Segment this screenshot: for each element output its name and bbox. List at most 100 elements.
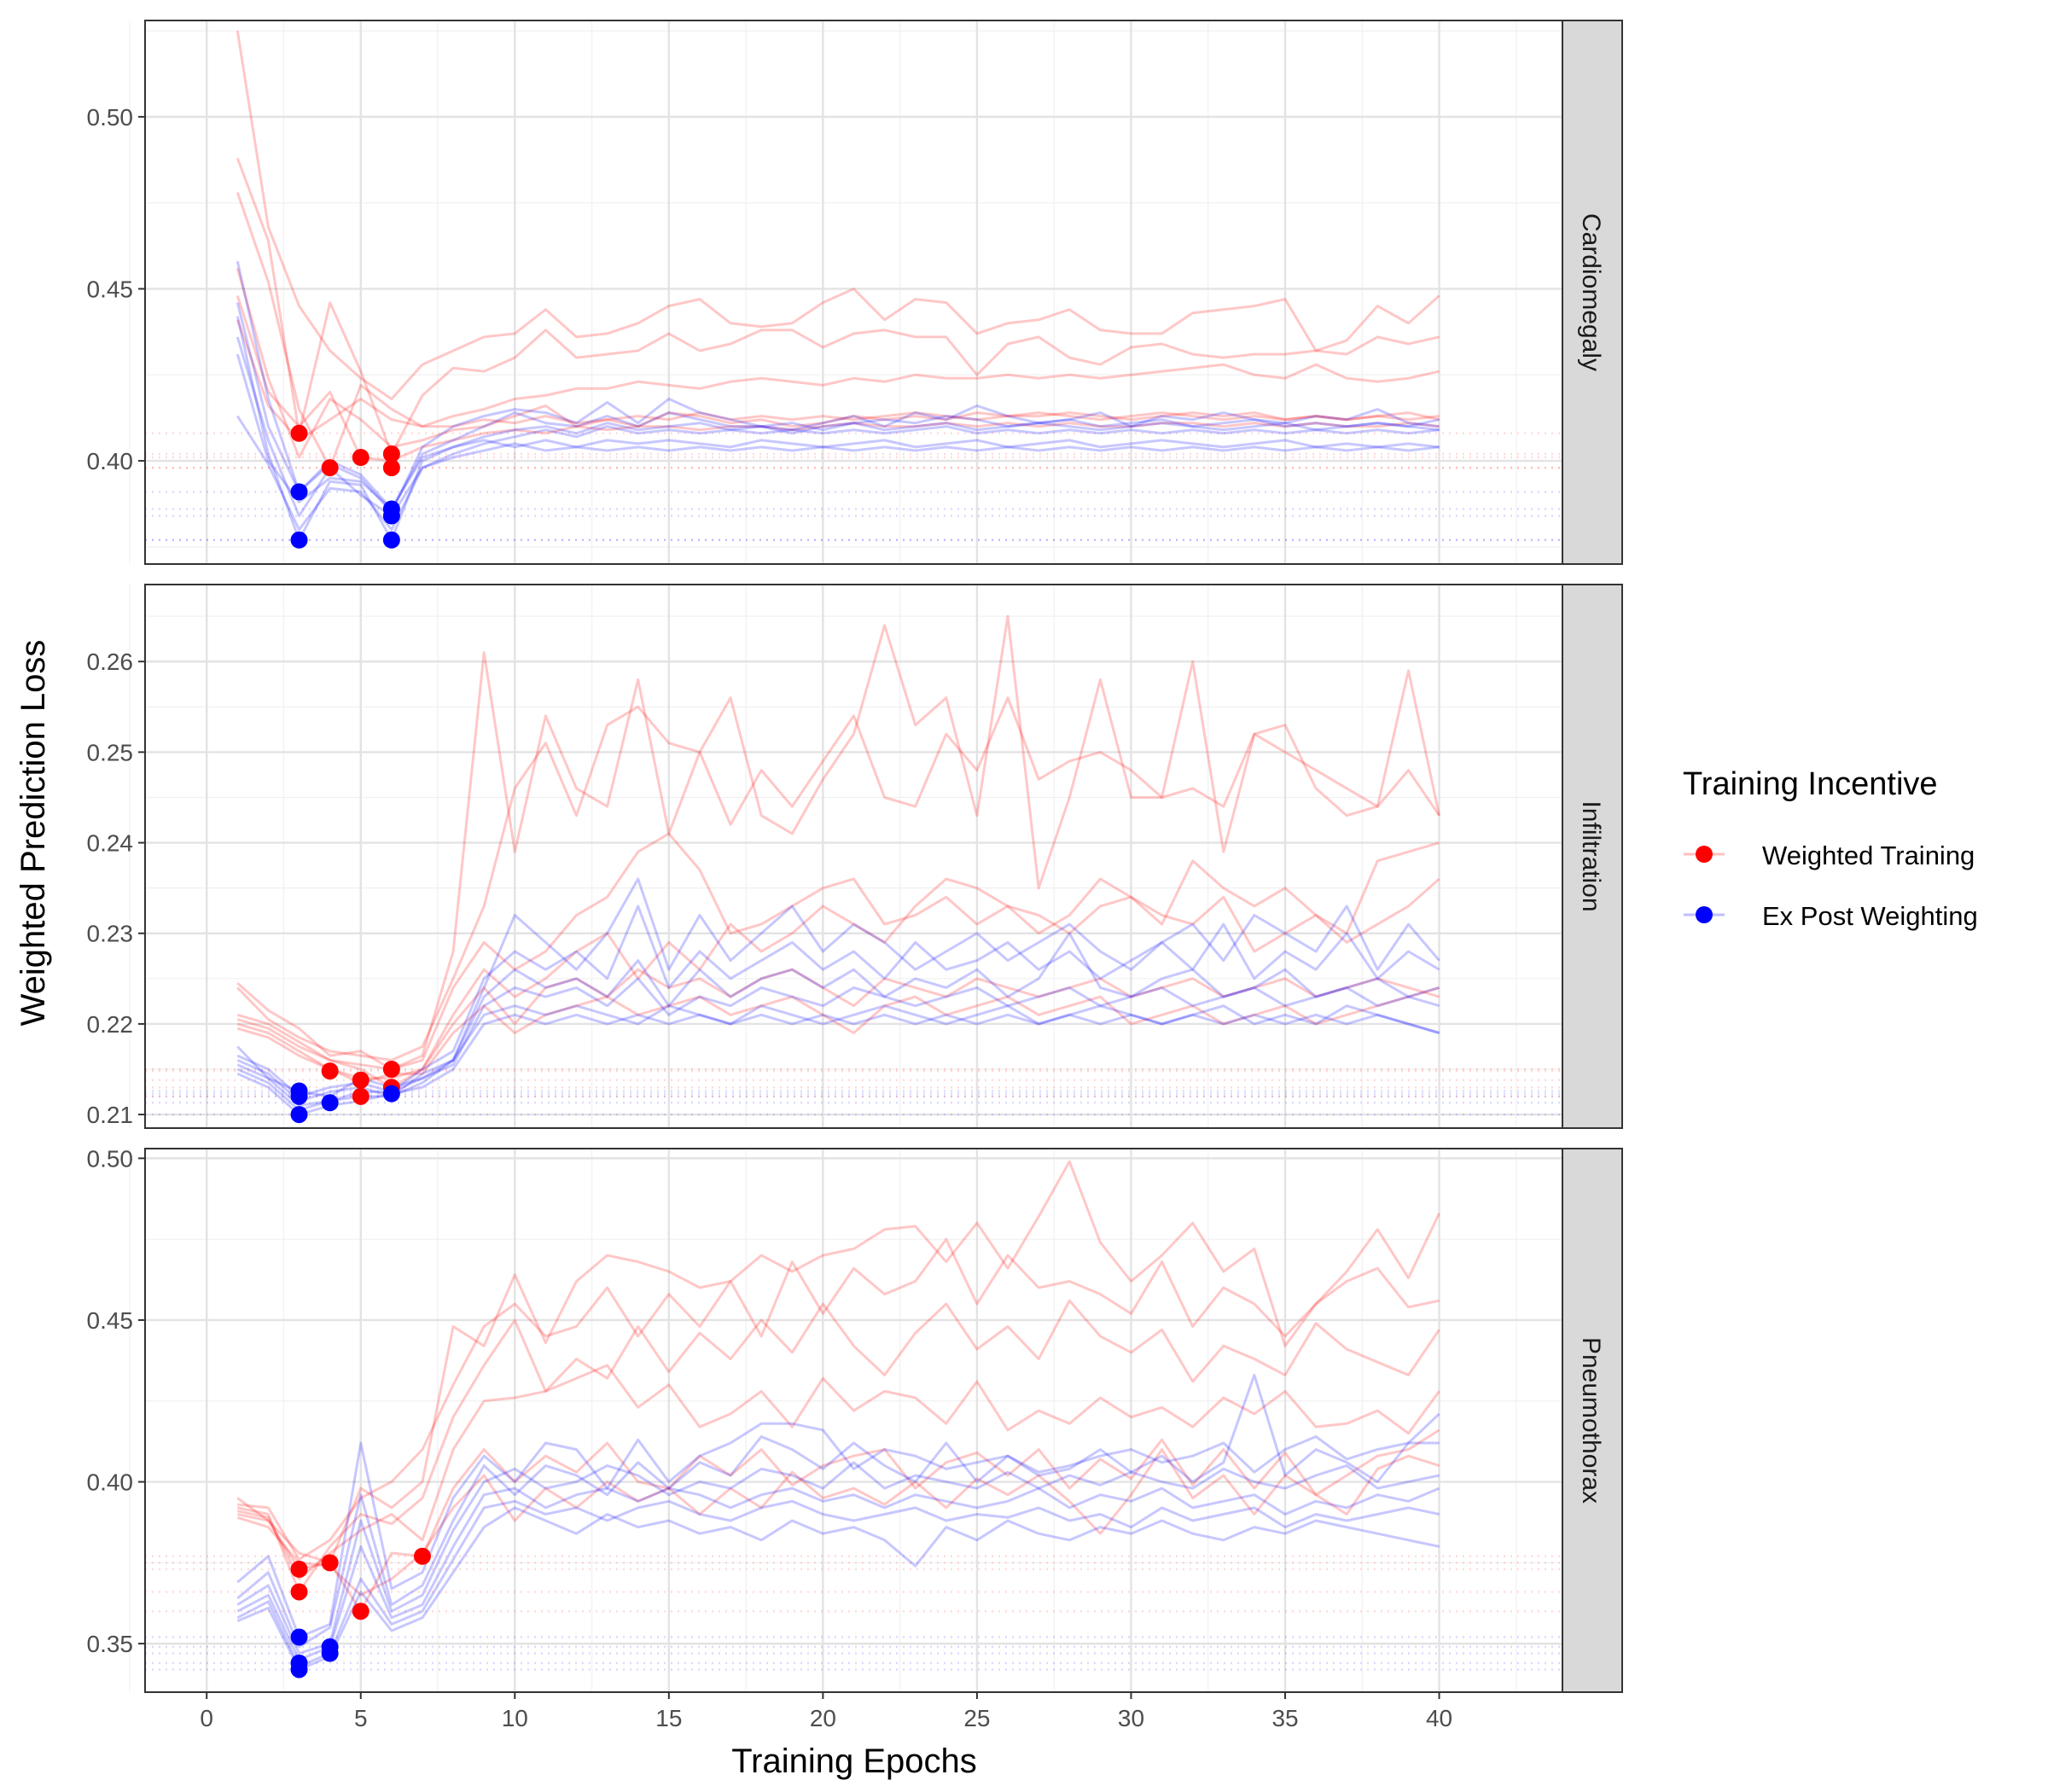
ex-post-weighting-min-point — [290, 531, 308, 549]
ex-post-weighting-min-point — [382, 531, 400, 549]
ex-post-weighting-line-5 — [236, 1004, 1440, 1112]
y-tick-label: 0.23 — [87, 921, 134, 947]
legend-key-weighted-training — [1684, 846, 1725, 863]
y-tick-label: 0.40 — [87, 448, 134, 474]
facet-strip — [1562, 584, 1623, 1129]
weighted-training-min-point — [352, 1087, 369, 1105]
y-axis-title: Weighted Prediction Loss — [15, 640, 52, 1027]
panel-background — [145, 20, 1562, 564]
weighted-training-line-3 — [236, 192, 1440, 469]
ex-post-weighting-line-2 — [236, 905, 1440, 1098]
legend-label-weighted-training: Weighted Training — [1762, 841, 1975, 870]
weighted-training-line-5 — [236, 968, 1440, 1080]
x-axis: 0 5 10 15 20 25 30 35 40 — [200, 1692, 1452, 1731]
panel-cardiomegaly: 0.40 0.45 0.50 Cardiomegaly — [87, 20, 1623, 565]
facet-strip-label: Cardiomegaly — [1577, 213, 1605, 371]
ex-post-weighting-line-4 — [236, 977, 1440, 1107]
ex-post-weighting-line-6 — [236, 1013, 1440, 1116]
y-tick-label: 0.40 — [87, 1469, 134, 1496]
weighted-training-line-3 — [236, 1299, 1440, 1593]
x-tick-label: 0 — [200, 1705, 213, 1731]
weighted-training-line-1 — [236, 614, 1441, 1071]
ex-post-weighting-min-point — [290, 1628, 308, 1646]
ex-post-weighting-line-5 — [236, 1499, 1440, 1668]
weighted-training-min-point — [321, 1554, 339, 1572]
legend-key-point — [1696, 906, 1713, 923]
x-axis-title: Training Epochs — [731, 1743, 977, 1780]
x-tick-label: 5 — [354, 1705, 368, 1731]
x-tick-label: 25 — [963, 1705, 990, 1731]
facet-panels: 0.40 0.45 0.50 Cardiomegaly 0.21 0.22 0.23 0.24… — [87, 20, 1623, 1693]
ex-post-weighting-min-point — [290, 1087, 308, 1105]
weighted-training-line-4 — [236, 877, 1440, 1089]
weighted-training-min-point — [290, 1560, 308, 1578]
ex-post-weighting-min-point — [321, 1094, 339, 1112]
weighted-training-line-6 — [236, 1448, 1440, 1597]
weighted-training-line-2 — [236, 696, 1440, 1062]
weighted-training-min-point — [290, 1583, 308, 1601]
legend-title: Training Incentive — [1683, 766, 1938, 802]
y-tick-label: 0.24 — [87, 830, 134, 857]
weighted-training-min-point — [382, 459, 400, 477]
ex-post-weighting-min-point — [290, 1106, 308, 1124]
weighted-training-line-3 — [236, 832, 1440, 1071]
ex-post-weighting-line-3 — [236, 316, 1440, 542]
ex-post-weighting-line-4 — [236, 336, 1440, 518]
ex-post-weighting-line-1 — [236, 260, 1440, 514]
facet-strip-label: Infiltration — [1577, 800, 1605, 911]
y-tick-label: 0.26 — [87, 649, 134, 675]
ex-post-weighting-line-3 — [236, 932, 1440, 1103]
weighted-training-line-2 — [236, 157, 1440, 456]
ex-post-weighting-line-3 — [236, 1461, 1440, 1655]
panel-background — [145, 585, 1562, 1128]
weighted-training-min-point — [321, 459, 339, 477]
weighted-training-line-6 — [236, 986, 1440, 1085]
x-tick-label: 10 — [502, 1705, 528, 1731]
ex-post-weighting-line-1 — [236, 1412, 1440, 1638]
ex-post-weighting-line-6 — [236, 415, 1440, 532]
facet-strip — [1562, 1148, 1623, 1693]
weighted-training-line-6 — [236, 319, 1440, 442]
weighted-training-min-point — [413, 1547, 431, 1565]
y-tick-label: 0.25 — [87, 739, 134, 765]
weighted-training-line-5 — [236, 1428, 1440, 1613]
ex-post-weighting-min-point — [290, 1661, 308, 1679]
facet-strip — [1562, 20, 1623, 565]
x-tick-label: 40 — [1426, 1705, 1452, 1731]
ex-post-weighting-line-6 — [236, 1506, 1440, 1671]
x-tick-label: 15 — [655, 1705, 682, 1731]
weighted-training-line-4 — [236, 267, 1440, 459]
x-tick-label: 30 — [1118, 1705, 1144, 1731]
legend-key-ex-post-weighting — [1684, 906, 1725, 923]
weighted-training-min-point — [352, 1603, 369, 1620]
weighted-training-min-point — [382, 1060, 400, 1078]
ex-post-weighting-line-4 — [236, 1487, 1440, 1661]
ex-post-weighting-line-2 — [236, 302, 1440, 510]
legend: Training Incentive Weighted Training Ex … — [1683, 766, 1978, 931]
weighted-training-min-point — [290, 424, 308, 442]
weighted-training-min-point — [382, 445, 400, 463]
weighted-training-min-point — [352, 449, 369, 467]
weighted-training-min-point — [321, 1062, 339, 1080]
weighted-training-line-2 — [237, 1237, 1440, 1561]
x-tick-label: 35 — [1271, 1705, 1298, 1731]
facet-strip-label: Pneumothorax — [1577, 1337, 1605, 1504]
y-tick-label: 0.35 — [87, 1631, 134, 1657]
y-tick-label: 0.21 — [87, 1102, 134, 1128]
weighted-training-line-4 — [236, 1364, 1440, 1580]
ex-post-weighting-line-5 — [236, 353, 1440, 510]
ex-post-weighting-line-1 — [236, 877, 1440, 1098]
y-tick-label: 0.50 — [87, 1145, 134, 1172]
y-tick-label: 0.50 — [87, 104, 134, 131]
ex-post-weighting-line-2 — [236, 1373, 1440, 1649]
y-tick-label: 0.22 — [87, 1011, 134, 1038]
y-tick-label: 0.45 — [87, 276, 134, 302]
ex-post-weighting-min-point — [290, 483, 308, 501]
panel-infiltration: 0.21 0.22 0.23 0.24 0.25 0.26 Infiltration — [87, 584, 1623, 1129]
panel-pneumothorax: 0.35 0.40 0.45 0.50 Pneumothorax — [87, 1145, 1623, 1693]
legend-key-point — [1696, 846, 1713, 863]
y-tick-label: 0.45 — [87, 1307, 134, 1334]
legend-label-ex-post-weighting: Ex Post Weighting — [1762, 901, 1978, 931]
ex-post-weighting-min-point — [321, 1644, 339, 1662]
